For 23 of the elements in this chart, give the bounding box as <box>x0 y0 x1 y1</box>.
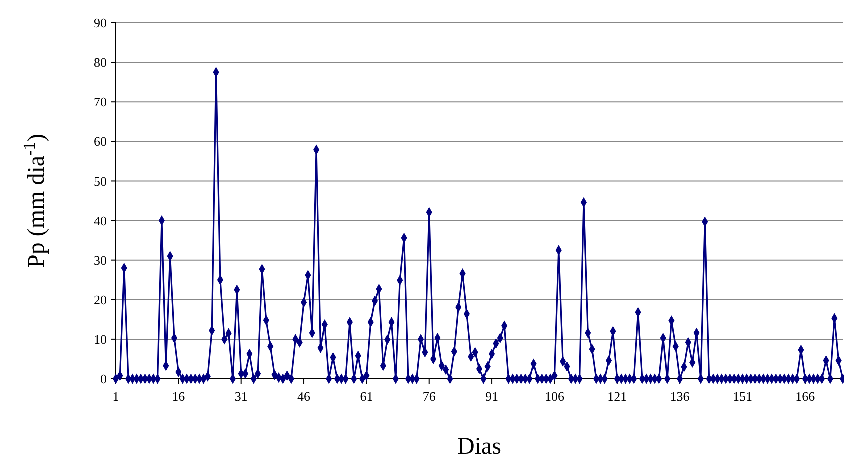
y-tick-label: 90 <box>94 16 107 31</box>
x-tick-label: 61 <box>360 389 374 404</box>
x-tick-label: 16 <box>172 389 186 404</box>
x-axis-title: Dias <box>458 434 502 460</box>
x-tick-label: 46 <box>298 389 312 404</box>
x-tick-label: 166 <box>796 389 816 404</box>
y-tick-label: 0 <box>100 372 107 387</box>
x-tick-label: 1 <box>112 389 120 404</box>
y-tick-label: 40 <box>94 213 107 228</box>
x-tick-label: 136 <box>670 389 690 404</box>
x-tick-label: 106 <box>544 389 565 404</box>
y-tick-label: 80 <box>94 55 107 70</box>
x-tick-label: 91 <box>486 389 499 404</box>
x-tick-label: 121 <box>608 389 628 404</box>
y-tick-label: 10 <box>94 332 107 347</box>
x-tick-label: 76 <box>422 389 436 404</box>
y-tick-label: 70 <box>94 94 107 110</box>
x-tick-label: 151 <box>732 389 752 404</box>
y-tick-label: 20 <box>94 292 107 308</box>
y-tick-label: 60 <box>94 134 107 150</box>
x-tick-label: 31 <box>234 389 248 404</box>
y-tick-label: 50 <box>94 174 107 189</box>
y-tick-label: 30 <box>94 252 107 268</box>
